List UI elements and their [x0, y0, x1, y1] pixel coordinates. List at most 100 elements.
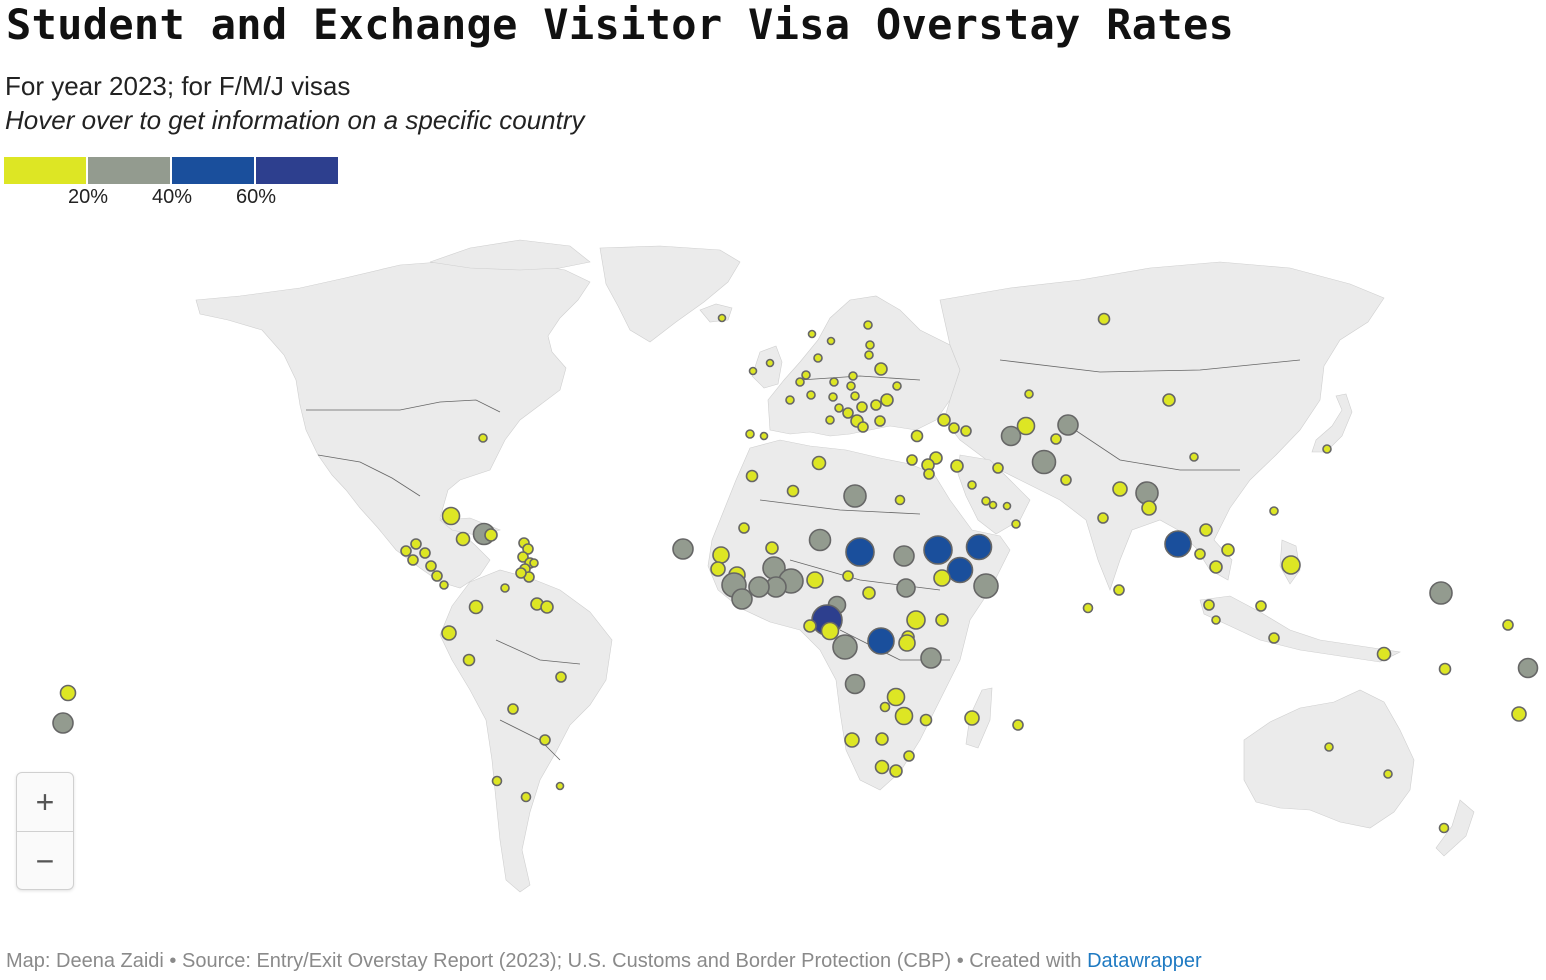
country-bubble[interactable]	[803, 619, 817, 633]
country-bubble[interactable]	[964, 710, 980, 726]
country-bubble[interactable]	[935, 613, 949, 627]
country-bubble[interactable]	[507, 703, 519, 715]
country-bubble[interactable]	[1082, 602, 1094, 614]
country-bubble[interactable]	[820, 621, 840, 641]
country-bubble[interactable]	[857, 421, 869, 433]
country-bubble[interactable]	[786, 484, 800, 498]
country-bubble[interactable]	[1031, 449, 1057, 475]
country-bubble[interactable]	[491, 775, 503, 787]
country-bubble[interactable]	[1162, 393, 1176, 407]
country-bubble[interactable]	[731, 588, 753, 610]
world-map[interactable]	[0, 225, 1546, 925]
country-bubble[interactable]	[1211, 615, 1221, 625]
country-bubble[interactable]	[886, 687, 906, 707]
country-bubble[interactable]	[759, 431, 769, 441]
country-bubble[interactable]	[844, 732, 860, 748]
country-bubble[interactable]	[1097, 512, 1109, 524]
country-bubble[interactable]	[903, 750, 915, 762]
country-bubble[interactable]	[484, 528, 498, 542]
country-bubble[interactable]	[842, 407, 854, 419]
country-bubble[interactable]	[745, 469, 759, 483]
country-bubble[interactable]	[765, 541, 779, 555]
country-bubble[interactable]	[828, 392, 838, 402]
country-bubble[interactable]	[880, 393, 894, 407]
country-bubble[interactable]	[1199, 523, 1213, 537]
country-bubble[interactable]	[801, 370, 811, 380]
country-bubble[interactable]	[874, 759, 890, 775]
country-bubble[interactable]	[1164, 530, 1192, 558]
country-bubble[interactable]	[522, 543, 534, 555]
country-bubble[interactable]	[910, 429, 924, 443]
country-bubble[interactable]	[893, 545, 915, 567]
country-bubble[interactable]	[407, 554, 419, 566]
country-bubble[interactable]	[894, 494, 906, 506]
country-bubble[interactable]	[864, 350, 874, 360]
country-bubble[interactable]	[1016, 416, 1036, 436]
country-bubble[interactable]	[745, 429, 755, 439]
country-bubble[interactable]	[1194, 548, 1206, 560]
country-bubble[interactable]	[1000, 425, 1022, 447]
country-bubble[interactable]	[894, 706, 914, 726]
country-bubble[interactable]	[896, 578, 916, 598]
country-bubble[interactable]	[52, 712, 74, 734]
country-bubble[interactable]	[1324, 742, 1334, 752]
country-bubble[interactable]	[712, 546, 730, 564]
country-bubble[interactable]	[948, 422, 960, 434]
country-bubble[interactable]	[478, 433, 488, 443]
country-bubble[interactable]	[529, 558, 539, 568]
country-bubble[interactable]	[906, 610, 926, 630]
country-bubble[interactable]	[500, 583, 510, 593]
country-bubble[interactable]	[455, 531, 471, 547]
country-bubble[interactable]	[875, 732, 889, 746]
country-bubble[interactable]	[425, 560, 437, 572]
country-bubble[interactable]	[967, 480, 977, 490]
country-bubble[interactable]	[973, 573, 999, 599]
country-bubble[interactable]	[1189, 452, 1199, 462]
country-bubble[interactable]	[1203, 599, 1215, 611]
country-bubble[interactable]	[441, 506, 461, 526]
country-bubble[interactable]	[843, 484, 867, 508]
country-bubble[interactable]	[846, 381, 856, 391]
country-bubble[interactable]	[738, 522, 750, 534]
country-bubble[interactable]	[468, 599, 484, 615]
country-bubble[interactable]	[1113, 584, 1125, 596]
country-bubble[interactable]	[806, 571, 824, 589]
country-bubble[interactable]	[892, 381, 902, 391]
country-bubble[interactable]	[441, 625, 457, 641]
country-bubble[interactable]	[540, 600, 554, 614]
country-bubble[interactable]	[870, 399, 882, 411]
country-bubble[interactable]	[672, 538, 694, 560]
country-bubble[interactable]	[1002, 501, 1012, 511]
country-bubble[interactable]	[937, 413, 951, 427]
country-bubble[interactable]	[806, 390, 816, 400]
country-bubble[interactable]	[960, 425, 972, 437]
country-bubble[interactable]	[981, 496, 991, 506]
country-bubble[interactable]	[992, 462, 1004, 474]
country-bubble[interactable]	[825, 415, 835, 425]
country-bubble[interactable]	[920, 647, 942, 669]
country-bubble[interactable]	[1141, 500, 1157, 516]
country-bubble[interactable]	[813, 353, 823, 363]
country-bubble[interactable]	[867, 627, 895, 655]
country-bubble[interactable]	[1502, 619, 1514, 631]
country-bubble[interactable]	[555, 671, 567, 683]
country-bubble[interactable]	[539, 734, 551, 746]
country-bubble[interactable]	[765, 358, 775, 368]
country-bubble[interactable]	[795, 377, 805, 387]
country-bubble[interactable]	[59, 684, 77, 702]
country-bubble[interactable]	[1429, 581, 1453, 605]
country-bubble[interactable]	[865, 340, 875, 350]
country-bubble[interactable]	[1060, 474, 1072, 486]
country-bubble[interactable]	[748, 576, 770, 598]
country-bubble[interactable]	[834, 403, 844, 413]
country-bubble[interactable]	[808, 528, 832, 552]
country-bubble[interactable]	[1112, 481, 1128, 497]
country-bubble[interactable]	[1269, 506, 1279, 516]
country-bubble[interactable]	[879, 701, 891, 713]
country-bubble[interactable]	[419, 547, 431, 559]
country-bubble[interactable]	[919, 713, 933, 727]
country-bubble[interactable]	[950, 459, 964, 473]
country-bubble[interactable]	[845, 537, 875, 567]
country-bubble[interactable]	[1209, 560, 1223, 574]
country-bubble[interactable]	[844, 673, 866, 695]
